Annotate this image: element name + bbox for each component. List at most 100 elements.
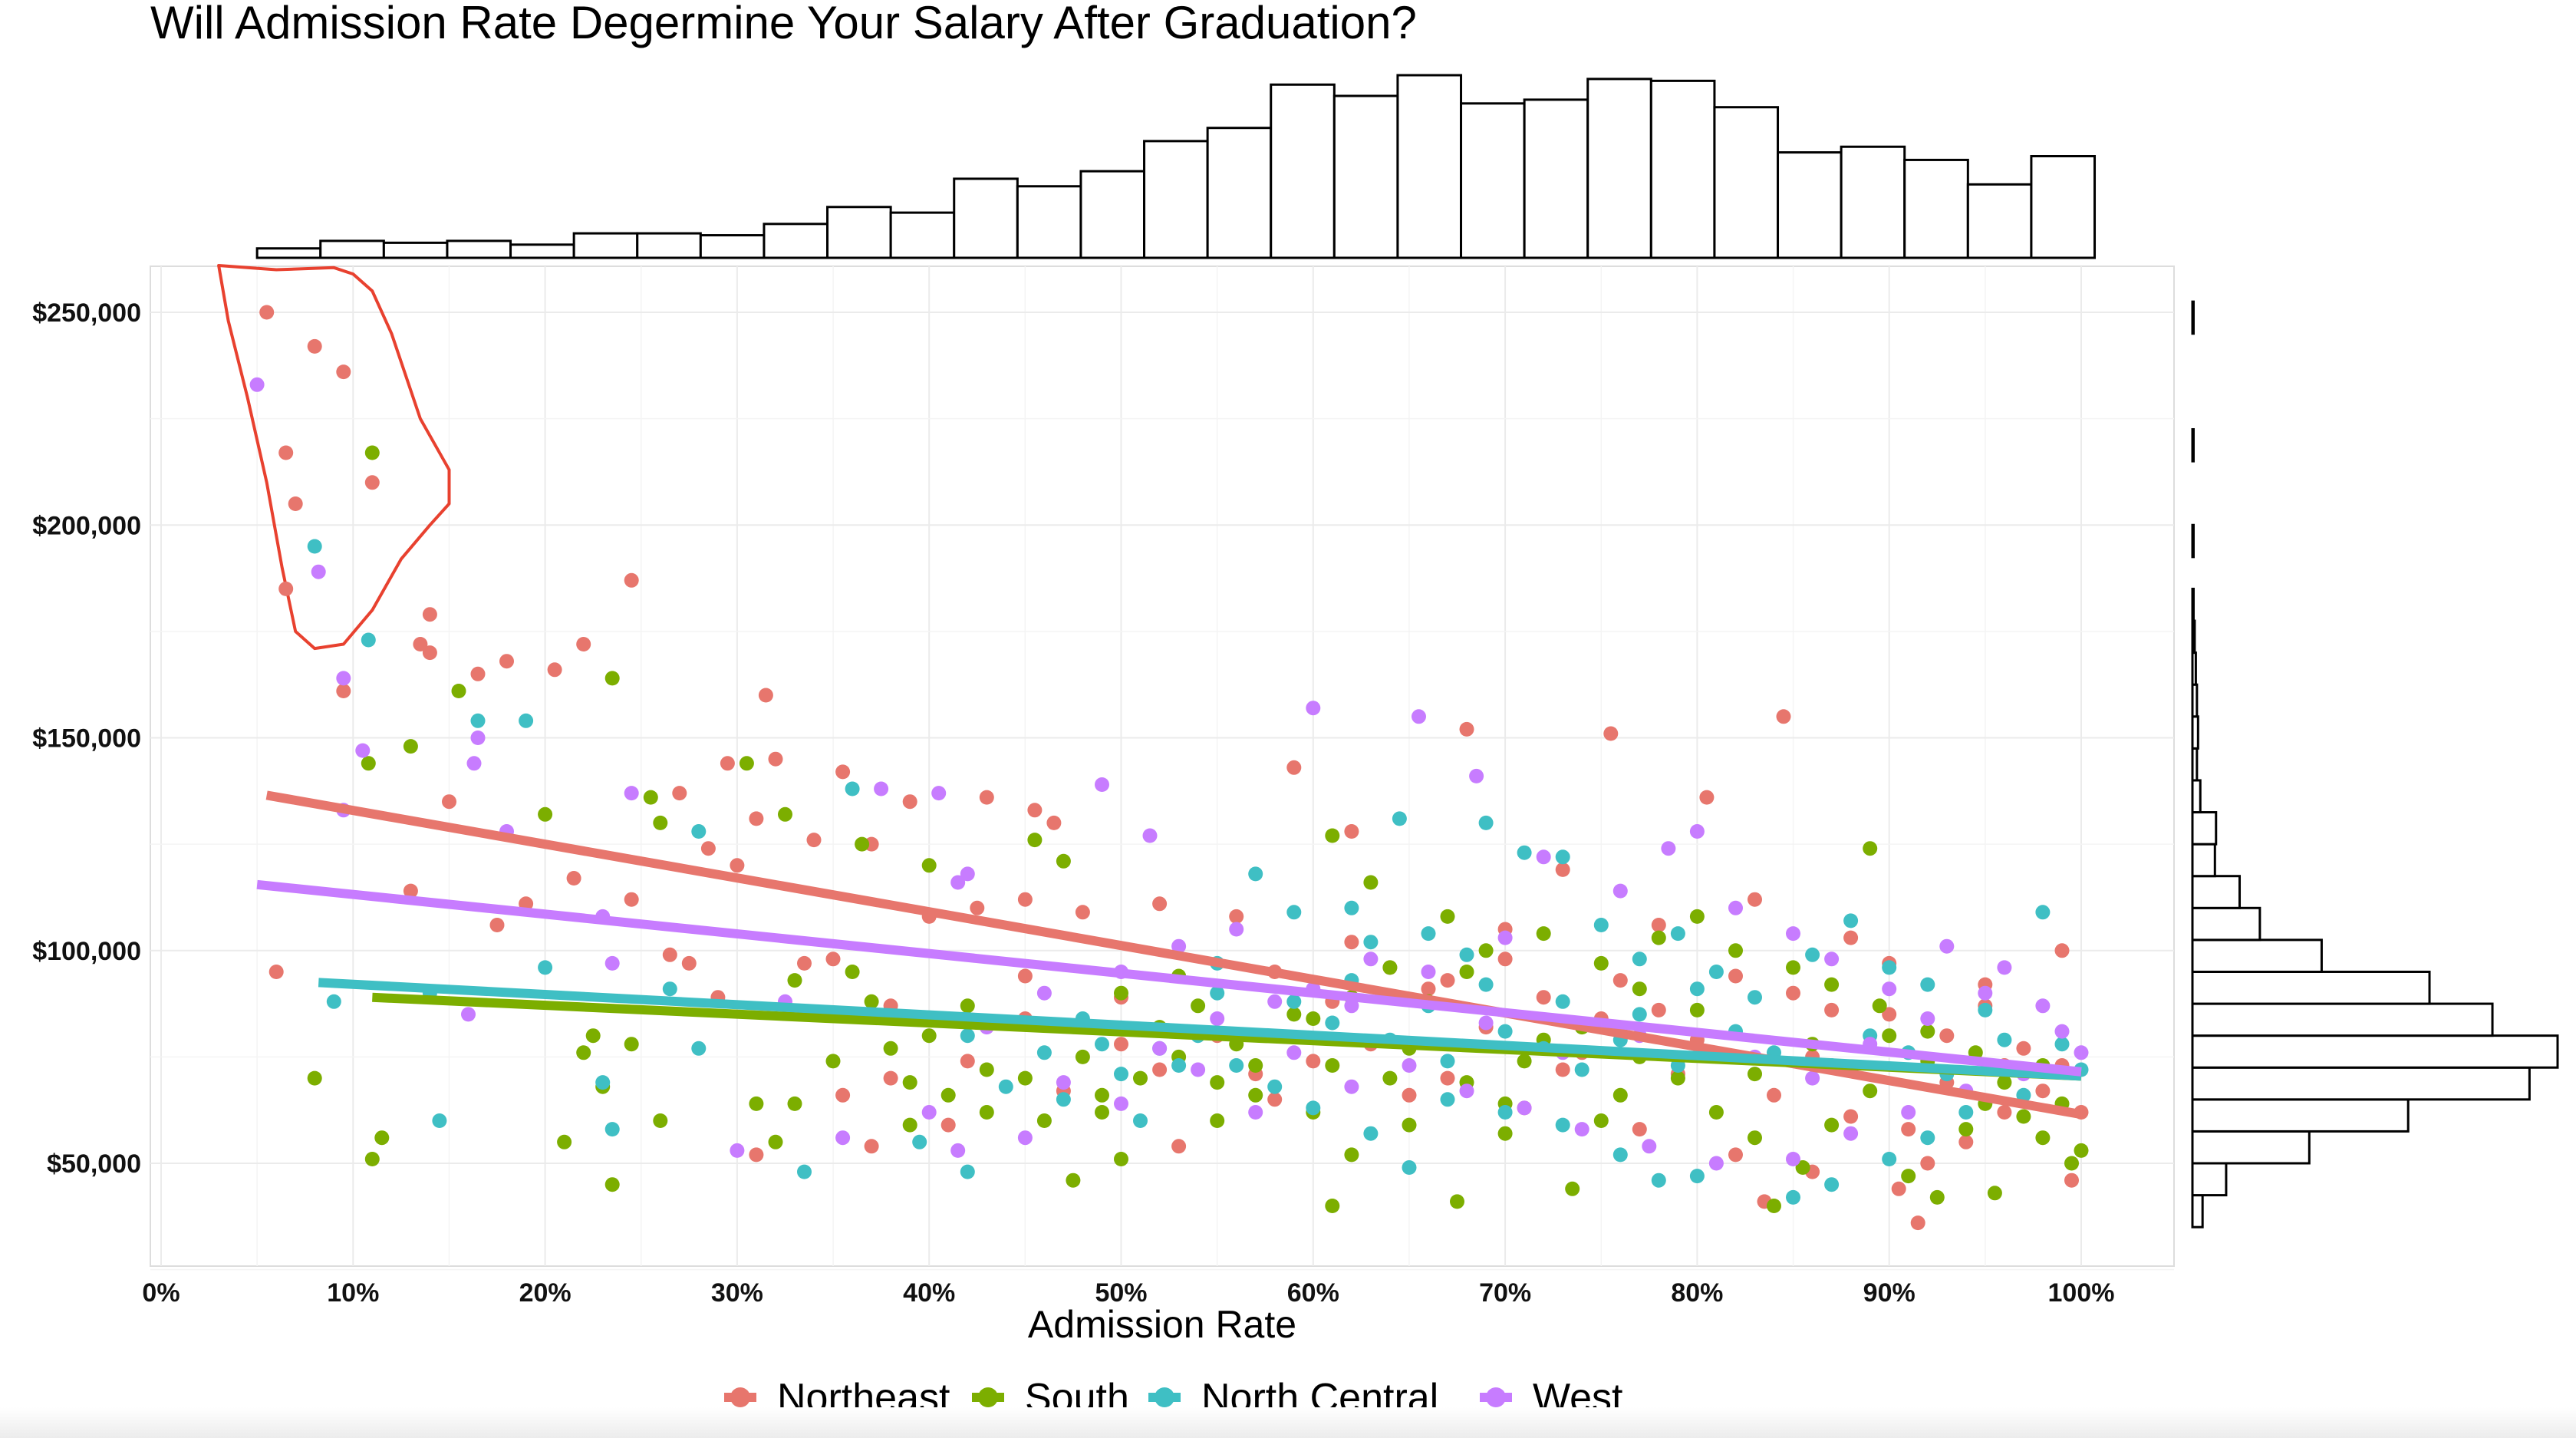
data-point [874, 781, 889, 797]
data-point [489, 918, 505, 932]
data-point [1229, 922, 1244, 937]
data-point [374, 1130, 390, 1146]
y-histogram-bar [2191, 1162, 2228, 1197]
data-point [1987, 1186, 2002, 1201]
x-tick-label: 10% [327, 1278, 379, 1308]
data-point [1402, 1160, 1417, 1175]
data-point [538, 806, 553, 822]
data-point [700, 841, 716, 856]
top-histogram [255, 74, 2097, 259]
data-point [960, 1028, 975, 1044]
data-point [2074, 1045, 2089, 1060]
data-point [902, 1075, 917, 1090]
data-point [1824, 1177, 1840, 1192]
x-histogram-bar [1079, 170, 1146, 259]
plot-panel [150, 266, 2175, 1267]
data-point [1478, 943, 1494, 958]
data-point [1612, 973, 1628, 988]
data-point [1728, 943, 1743, 958]
data-point [1767, 1087, 1781, 1103]
data-point [768, 751, 783, 767]
data-point [797, 955, 812, 971]
data-point [1402, 1117, 1417, 1133]
x-tick-label: 30% [711, 1278, 763, 1308]
data-point [1095, 1037, 1109, 1052]
data-point [1843, 1109, 1859, 1124]
data-point [1142, 828, 1158, 843]
data-point [1997, 1032, 2012, 1047]
x-histogram-bar [763, 223, 829, 259]
data-point [1229, 1058, 1244, 1073]
data-point [355, 743, 371, 758]
data-point [1651, 1002, 1666, 1017]
data-point [336, 684, 351, 698]
data-point [1843, 930, 1859, 945]
x-histogram-bar [572, 232, 639, 259]
data-point [1402, 1058, 1417, 1073]
data-point [845, 781, 860, 797]
data-point [1095, 1105, 1109, 1120]
y-histogram-bar [2191, 619, 2196, 655]
data-point [902, 794, 917, 810]
data-point [1891, 1181, 1906, 1196]
data-point [1382, 1070, 1398, 1086]
data-point [1017, 892, 1033, 907]
data-point [336, 364, 351, 380]
data-point [585, 1028, 601, 1044]
data-point [432, 1113, 447, 1128]
data-point [442, 794, 456, 810]
data-point [1536, 849, 1551, 865]
data-point [1689, 909, 1705, 924]
data-point [1632, 952, 1647, 967]
data-point [1344, 998, 1359, 1014]
data-point [921, 858, 937, 873]
data-point [1363, 1126, 1379, 1141]
y-histogram-bar [2191, 715, 2199, 750]
data-point [1210, 1011, 1225, 1026]
data-point [1805, 947, 1820, 962]
data-point [1863, 1083, 1878, 1099]
data-point [1632, 1007, 1647, 1022]
data-point [2035, 1130, 2051, 1146]
data-point [2054, 1024, 2070, 1039]
data-point [1286, 1007, 1302, 1022]
data-point [1095, 777, 1109, 792]
data-point [1286, 760, 1302, 775]
data-point [1191, 1062, 1206, 1077]
data-point [1344, 1079, 1359, 1094]
data-point [2035, 1083, 2051, 1099]
data-point [1286, 1045, 1302, 1060]
data-point [604, 1122, 620, 1137]
y-histogram-bar [2191, 427, 2195, 463]
data-point [1795, 1160, 1810, 1175]
data-point [1056, 853, 1071, 869]
y-histogram-bar [2191, 683, 2199, 718]
data-point [1939, 1028, 1955, 1044]
data-point [1017, 968, 1033, 984]
data-point [519, 713, 534, 728]
data-point [1824, 977, 1840, 992]
data-point [1748, 1067, 1762, 1082]
trend-line [318, 978, 2082, 1081]
data-point [1440, 1070, 1455, 1086]
data-point [1786, 926, 1800, 942]
data-point [1997, 1105, 2012, 1120]
data-point [1171, 938, 1187, 954]
data-point [825, 952, 841, 967]
data-point [624, 786, 639, 801]
x-histogram-bar [1332, 94, 1399, 259]
data-point [1901, 1105, 1916, 1120]
data-point [730, 1143, 745, 1158]
data-point [940, 1117, 956, 1133]
data-point [1728, 1147, 1743, 1163]
data-point [643, 790, 658, 805]
data-point [1997, 1075, 2012, 1090]
y-histogram-bar [2191, 1066, 2531, 1101]
data-point [1708, 965, 1724, 979]
data-point [1459, 965, 1474, 979]
data-point [787, 973, 802, 988]
data-point [1392, 811, 1407, 826]
x-histogram-bar [1966, 183, 2033, 259]
data-point [1046, 815, 1062, 830]
data-point [288, 496, 303, 511]
